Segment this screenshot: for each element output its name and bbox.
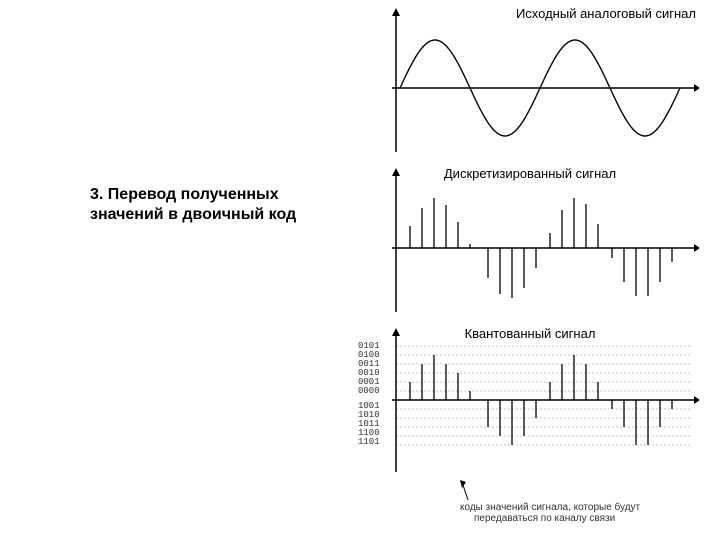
panel-sampled-title: Дискретизированный сигнал <box>360 166 700 181</box>
panel-sampled-svg <box>360 168 700 318</box>
panel-sampled: Дискретизированный сигнал <box>360 168 700 318</box>
caption-line-2: передаваться по каналу связи <box>474 513 615 524</box>
panel-analog-title: Исходный аналоговый сигнал <box>516 6 696 21</box>
panel-analog-svg <box>360 8 700 158</box>
panel-analog: Исходный аналоговый сигнал <box>360 8 700 158</box>
panel-quantized-title: Квантованный сигнал <box>360 326 700 341</box>
panel-quantized-svg <box>360 328 700 478</box>
panel-quantized-ylabels: 0101010000110010000100001001101010111100… <box>358 342 380 447</box>
caption-arrow-icon <box>460 480 472 502</box>
step-heading: 3. Перевод полученных значений в двоичны… <box>90 185 330 225</box>
quantized-level-label: 1101 <box>358 438 380 447</box>
figure-stack: Исходный аналоговый сигнал Дискретизиров… <box>360 8 700 524</box>
page-root: 3. Перевод полученных значений в двоичны… <box>0 0 720 540</box>
caption-line-1: коды значений сигнала, которые будут <box>460 502 640 513</box>
panel-quantized: Квантованный сигнал 01010100001100100001… <box>360 328 700 478</box>
panel-quantized-caption: коды значений сигнала, которые будут пер… <box>460 480 700 524</box>
quantized-level-label: 0000 <box>358 387 380 396</box>
